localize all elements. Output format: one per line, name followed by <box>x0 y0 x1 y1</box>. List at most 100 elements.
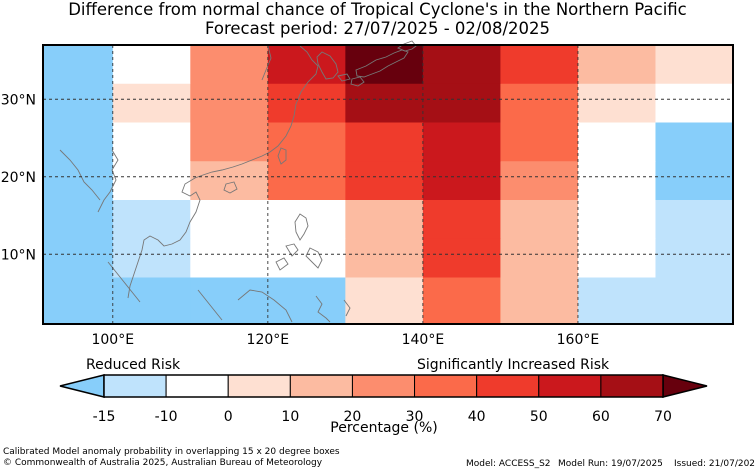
grid-cell <box>190 200 269 240</box>
grid-cell <box>43 122 114 162</box>
map-title: Difference from normal chance of Tropica… <box>68 0 687 19</box>
grid-cell <box>500 122 579 162</box>
grid-cell <box>190 238 269 278</box>
colorbar-tick-label: 20 <box>344 409 362 425</box>
colorbar-tick-label: -15 <box>93 409 116 425</box>
grid-cell <box>43 45 114 85</box>
lat-lon-gridlines <box>43 45 733 324</box>
grid-cell <box>422 122 501 162</box>
longitude-tick-label: 160°E <box>557 332 600 348</box>
grid-cell <box>577 200 656 240</box>
grid-cell <box>422 45 501 85</box>
colorbar-segment <box>103 374 167 398</box>
colorbar-unit-label: Percentage (%) <box>330 420 438 436</box>
grid-cell <box>500 161 579 201</box>
grid-cell <box>112 83 191 123</box>
grid-cell <box>500 83 579 123</box>
colorbar-ticks: -15 -10 0 10 20 30 40 50 60 70 <box>93 409 672 425</box>
reduced-risk-label: Reduced Risk <box>86 357 181 373</box>
colorbar-segment <box>476 374 540 398</box>
copyright-text: © Commonwealth of Australia 2025, Austra… <box>3 458 323 468</box>
grid-cell <box>345 45 424 85</box>
latitude-tick-label: 30°N <box>1 92 36 108</box>
description-text: Calibrated Model anomaly probability in … <box>3 447 340 457</box>
grid-cell <box>43 200 114 240</box>
grid-cell <box>43 161 114 201</box>
grid-cell <box>577 161 656 201</box>
grid-cell <box>422 200 501 240</box>
latitude-ticks: 30°N 20°N 10°N <box>1 92 36 263</box>
longitude-tick-label: 100°E <box>91 332 134 348</box>
grid-cell <box>267 238 346 278</box>
grid-cell <box>655 277 734 325</box>
grid-cell <box>267 45 346 85</box>
grid-cell <box>345 122 424 162</box>
colorbar-tick-label: 70 <box>654 409 672 425</box>
grid-cell <box>345 200 424 240</box>
grid-cell <box>112 161 191 201</box>
grid-cell <box>190 122 269 162</box>
colorbar-segment <box>165 374 229 398</box>
grid-cell <box>267 277 346 325</box>
longitude-ticks: 100°E 120°E 140°E 160°E <box>91 332 599 348</box>
grid-cell <box>112 200 191 240</box>
grid-cell <box>655 161 734 201</box>
grid-cell <box>422 277 501 325</box>
colorbar-tick-label: 60 <box>592 409 610 425</box>
colorbar-tick-label: -10 <box>155 409 178 425</box>
grid-cell <box>190 161 269 201</box>
grid-cell <box>500 277 579 325</box>
grid-cell <box>422 238 501 278</box>
grid-cell <box>43 83 114 123</box>
latitude-tick-label: 10°N <box>1 247 36 263</box>
grid-cell <box>422 161 501 201</box>
colorbar-under-arrow <box>59 374 105 398</box>
grid-cell <box>190 277 269 325</box>
grid-cell <box>577 122 656 162</box>
colorbar-segment <box>414 374 478 398</box>
colorbar-tick-label: 30 <box>406 409 424 425</box>
colorbar-over-arrow <box>662 374 708 398</box>
grid-cell <box>345 238 424 278</box>
grid-cell <box>655 238 734 278</box>
forecast-period: Forecast period: 27/07/2025 - 02/08/2025 <box>204 19 551 38</box>
anomaly-grid <box>43 45 734 325</box>
grid-cell <box>267 122 346 162</box>
colorbar-tick-label: 40 <box>468 409 486 425</box>
grid-cell <box>577 45 656 85</box>
grid-cell <box>655 83 734 123</box>
grid-cell <box>190 45 269 85</box>
colorbar-segment <box>289 374 353 398</box>
grid-cell <box>577 238 656 278</box>
grid-cell <box>500 200 579 240</box>
colorbar-segment <box>600 374 664 398</box>
map-frame <box>42 44 734 325</box>
grid-cell <box>43 277 114 325</box>
colorbar-tick-label: 50 <box>530 409 548 425</box>
colorbar-segment <box>351 374 416 398</box>
colorbar-segment <box>538 374 602 398</box>
colorbar-segment <box>227 374 291 398</box>
colorbar-tick-label: 10 <box>281 409 299 425</box>
grid-cell <box>655 45 734 85</box>
coastlines <box>59 40 417 323</box>
colorbar-tick-label: 0 <box>224 409 233 425</box>
grid-cell <box>43 238 114 278</box>
grid-cell <box>577 277 656 325</box>
longitude-tick-label: 120°E <box>247 332 290 348</box>
grid-cell <box>500 238 579 278</box>
model-run: Model Run: 19/07/2025 <box>558 459 663 469</box>
grid-cell <box>422 83 501 123</box>
grid-cell <box>577 83 656 123</box>
grid-cell <box>345 83 424 123</box>
model-name: Model: ACCESS_S2 <box>466 459 551 469</box>
grid-cell <box>112 277 191 325</box>
grid-cell <box>190 83 269 123</box>
colorbar-outline <box>103 374 664 398</box>
grid-cell <box>500 45 579 85</box>
longitude-tick-label: 140°E <box>402 332 445 348</box>
grid-cell <box>345 277 424 325</box>
increased-risk-label: Significantly Increased Risk <box>417 357 610 373</box>
grid-cell <box>655 122 734 162</box>
